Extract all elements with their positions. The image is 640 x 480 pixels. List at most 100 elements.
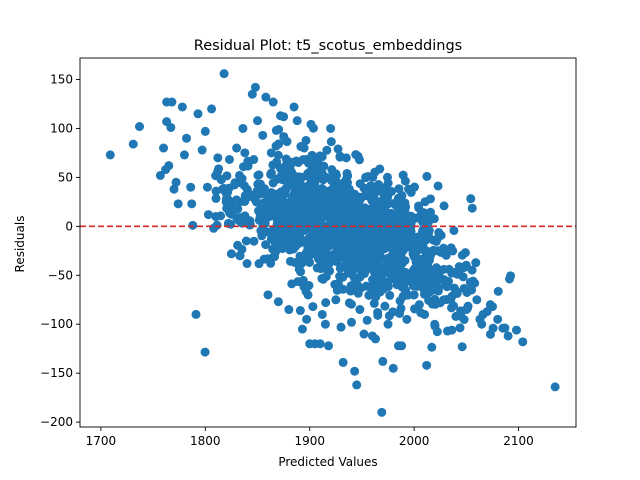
data-point [354, 216, 364, 226]
data-point [305, 257, 315, 267]
data-point [247, 89, 257, 99]
data-point [211, 186, 221, 196]
data-point [331, 295, 341, 305]
data-point [346, 281, 356, 291]
y-tick-label: −50 [48, 268, 73, 282]
data-point [398, 291, 408, 301]
data-point [425, 207, 435, 217]
data-point [315, 339, 325, 349]
data-point [325, 201, 335, 211]
data-point [242, 259, 252, 269]
data-point [424, 295, 434, 305]
data-point [340, 183, 350, 193]
data-point [324, 341, 334, 351]
data-point [226, 219, 236, 229]
y-tick-label: −150 [40, 366, 73, 380]
data-points [105, 69, 560, 417]
data-point [202, 182, 212, 192]
data-point [211, 193, 221, 203]
data-point [209, 223, 219, 233]
x-tick-label: 2100 [503, 434, 534, 448]
data-point [271, 141, 281, 151]
data-point [211, 212, 221, 222]
data-point [207, 104, 217, 114]
data-point [409, 290, 419, 300]
data-point [279, 112, 289, 122]
data-point [161, 165, 171, 175]
data-point [383, 178, 393, 188]
y-tick-label: 100 [50, 121, 73, 135]
data-point [292, 116, 302, 126]
data-point [390, 198, 400, 208]
data-point [221, 197, 231, 207]
data-point [439, 201, 449, 211]
data-point [417, 226, 427, 236]
data-point [135, 122, 145, 132]
data-point [302, 314, 312, 324]
data-point [364, 229, 374, 239]
data-point [333, 278, 343, 288]
data-point [421, 271, 431, 281]
data-point [518, 337, 528, 347]
data-point [203, 210, 213, 220]
data-point [399, 284, 409, 294]
data-point [433, 181, 443, 191]
data-point [266, 258, 276, 268]
data-point [348, 270, 358, 280]
data-point [287, 193, 297, 203]
data-point [422, 360, 432, 370]
data-point [320, 194, 330, 204]
data-point [295, 175, 305, 185]
data-point [368, 256, 378, 266]
data-point [455, 323, 465, 333]
data-point [235, 197, 245, 207]
data-point [216, 174, 226, 184]
data-point [457, 342, 467, 352]
data-point [401, 277, 411, 287]
data-point [273, 297, 283, 307]
data-point [271, 125, 281, 135]
data-point [346, 317, 356, 327]
data-point [286, 231, 296, 241]
data-point [219, 69, 229, 79]
data-point [406, 240, 416, 250]
data-point [449, 226, 459, 236]
data-point [301, 286, 311, 296]
data-point [273, 150, 283, 160]
data-point [325, 212, 335, 222]
data-point [435, 298, 445, 308]
data-point [261, 92, 271, 102]
data-point [287, 180, 297, 190]
chart-title: Residual Plot: t5_scotus_embeddings [194, 38, 462, 54]
data-point [392, 280, 402, 290]
data-point [355, 179, 365, 189]
data-point [414, 300, 424, 310]
data-point [214, 164, 224, 174]
data-point [307, 164, 317, 174]
data-point [362, 315, 372, 325]
data-point [428, 245, 438, 255]
data-point [286, 222, 296, 232]
data-point [375, 164, 385, 174]
data-point [177, 102, 187, 112]
data-point [452, 288, 462, 298]
plot-frame [79, 57, 577, 428]
data-point [289, 102, 299, 112]
data-point [200, 126, 210, 136]
data-point [461, 305, 471, 315]
data-point [388, 363, 398, 373]
data-point [420, 197, 430, 207]
data-point [415, 254, 425, 264]
data-point [325, 266, 335, 276]
data-point [414, 201, 424, 211]
data-point [335, 198, 345, 208]
data-point [373, 307, 383, 317]
data-point [402, 314, 412, 324]
data-point [271, 247, 281, 257]
data-point [252, 186, 262, 196]
data-point [315, 240, 325, 250]
data-point [345, 240, 355, 249]
data-point [308, 123, 318, 133]
data-point [355, 305, 365, 315]
